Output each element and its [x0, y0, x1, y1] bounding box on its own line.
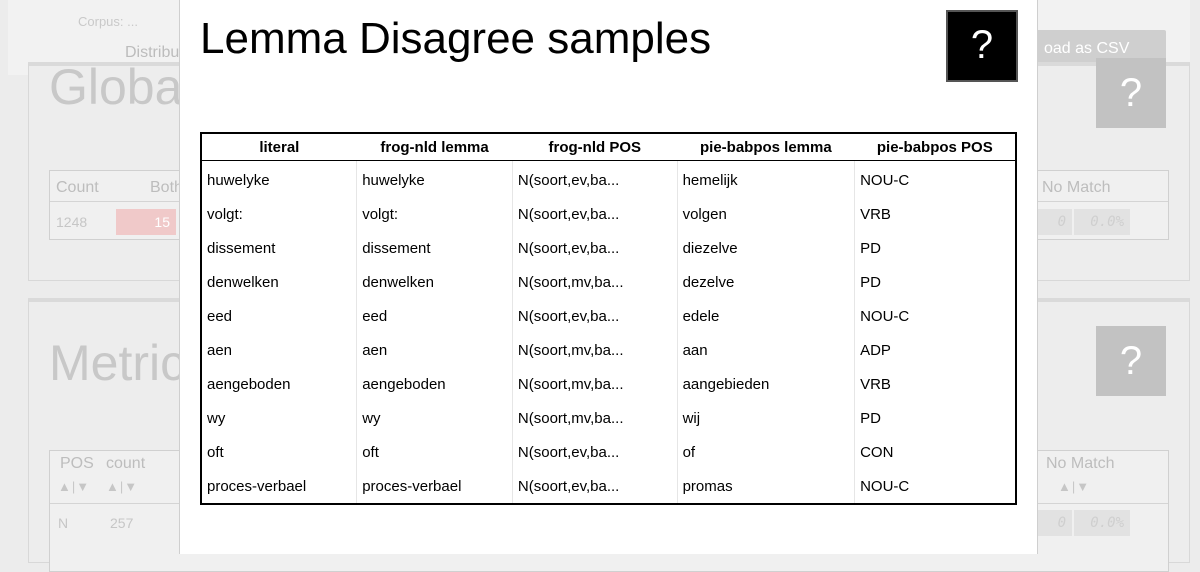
global-both-value: 15 [116, 209, 176, 235]
metric-help-button[interactable]: ? [1096, 326, 1166, 396]
frog-pos-cell: N(soort,mv,ba... [511, 367, 678, 401]
frog-pos-cell: N(soort,ev,ba... [511, 469, 678, 504]
pie-lemma-cell: promas [676, 469, 855, 504]
frog-pos-cell: N(soort,ev,ba... [511, 197, 678, 231]
column-header-no-match: No Match [1042, 179, 1111, 196]
pie-lemma-cell: volgen [676, 197, 855, 231]
frog-pos-cell: N(soort,mv,ba... [511, 265, 678, 299]
table-row: oft oft N(soort,ev,ba... of CON [201, 435, 1016, 469]
table-header-row: literal frog-nld lemma frog-nld POS pie-… [201, 133, 1016, 161]
metric-panel-title: Metric [49, 335, 186, 391]
pie-lemma-cell: hemelijk [676, 160, 855, 197]
global-help-button[interactable]: ? [1096, 58, 1166, 128]
literal-cell: aengeboden [207, 375, 291, 393]
frog-pos-cell: N(soort,mv,ba... [511, 333, 678, 367]
frog-pos-cell: N(soort,mv,ba... [511, 401, 678, 435]
table-row: aen aen N(soort,mv,ba... aan ADP [201, 333, 1016, 367]
frog-lemma-cell: wy [356, 401, 513, 435]
pie-pos-cell: PD [854, 265, 1016, 299]
global-no-match-pct: 0.0% [1074, 209, 1130, 235]
column-header-frog-lemma: frog-nld lemma [356, 133, 513, 161]
column-header-count: Count [56, 179, 99, 196]
column-header-both: Both [150, 179, 183, 196]
literal-cell: aen [207, 341, 233, 359]
pie-pos-cell: NOU-C [854, 469, 1016, 504]
frog-pos-cell: N(soort,ev,ba... [511, 299, 678, 333]
distribution-tab[interactable]: Distribut [125, 44, 184, 61]
pie-pos-cell: PD [854, 231, 1016, 265]
table-row: dissement dissement N(soort,ev,ba... diezel… [201, 231, 1016, 265]
samples-table: literal frog-nld lemma frog-nld POS pie-… [200, 132, 1017, 505]
pie-pos-cell: VRB [854, 367, 1016, 401]
sort-pos-icon[interactable]: ▲|▼ [58, 479, 91, 494]
help-button[interactable]: ? [946, 10, 1018, 82]
pie-lemma-cell: of [676, 435, 855, 469]
literal-cell: eed [207, 307, 233, 325]
column-header-pie-lemma: pie-babpos lemma [677, 133, 855, 161]
frog-lemma-cell: eed [356, 299, 513, 333]
pie-lemma-cell: diezelve [676, 231, 855, 265]
global-panel-title: Globa [49, 59, 183, 115]
metric-no-match-pct: 0.0% [1074, 510, 1130, 536]
table-row: volgt: volgt: N(soort,ev,ba... volgen VRB [201, 197, 1016, 231]
literal-cell: proces-verbael [207, 477, 307, 495]
pie-pos-cell: VRB [854, 197, 1016, 231]
pie-pos-cell: NOU-C [854, 299, 1016, 333]
column-header-pie-pos: pie-babpos POS [854, 133, 1016, 161]
frog-lemma-cell: oft [356, 435, 513, 469]
frog-lemma-cell: denwelken [356, 265, 513, 299]
global-no-match-count: 0 [1032, 209, 1072, 235]
column-header-frog-pos: frog-nld POS [512, 133, 678, 161]
literal-cell: denwelken [207, 273, 279, 291]
modal-title: Lemma Disagree samples [200, 14, 712, 63]
pie-lemma-cell: aan [676, 333, 855, 367]
frog-lemma-cell: aengeboden [356, 367, 513, 401]
pie-pos-cell: NOU-C [854, 160, 1016, 197]
pie-pos-cell: CON [854, 435, 1016, 469]
breadcrumb: Corpus: ... [78, 14, 138, 29]
table-row: denwelken denwelken N(soort,mv,ba... dezelv… [201, 265, 1016, 299]
table-row: aengeboden aengeboden N(soort,mv,ba... aang… [201, 367, 1016, 401]
pie-lemma-cell: aangebieden [676, 367, 855, 401]
literal-cell: oft [207, 443, 224, 461]
frog-pos-cell: N(soort,ev,ba... [511, 231, 678, 265]
column-header-literal: literal [201, 133, 357, 161]
frog-lemma-cell: volgt: [356, 197, 513, 231]
pie-pos-cell: PD [854, 401, 1016, 435]
literal-cell: huwelyke [207, 171, 270, 189]
frog-lemma-cell: aen [356, 333, 513, 367]
sort-count-icon[interactable]: ▲|▼ [106, 479, 139, 494]
global-count-value: 1248 [56, 214, 88, 230]
table-row: huwelyke huwelyke N(soort,ev,ba... hemelijk… [201, 160, 1016, 197]
pie-lemma-cell: dezelve [676, 265, 855, 299]
literal-cell: wy [207, 409, 226, 427]
metric-no-match-count: 0 [1032, 510, 1072, 536]
column-header-count[interactable]: count [106, 455, 146, 472]
pie-pos-cell: ADP [854, 333, 1016, 367]
sort-no-match-icon[interactable]: ▲|▼ [1058, 479, 1091, 494]
column-header-no-match[interactable]: No Match [1046, 455, 1115, 472]
metric-count-value: 257 [110, 515, 134, 531]
table-row: eed eed N(soort,ev,ba... edele NOU-C [201, 299, 1016, 333]
column-header-pos[interactable]: POS [60, 455, 94, 472]
metric-pos-value: N [58, 515, 69, 531]
frog-lemma-cell: huwelyke [356, 160, 513, 197]
frog-pos-cell: N(soort,ev,ba... [511, 160, 678, 197]
frog-lemma-cell: proces-verbael [356, 469, 513, 504]
frog-lemma-cell: dissement [356, 231, 513, 265]
pie-lemma-cell: edele [676, 299, 855, 333]
literal-cell: dissement [207, 239, 276, 257]
pie-lemma-cell: wij [676, 401, 855, 435]
frog-pos-cell: N(soort,ev,ba... [511, 435, 678, 469]
table-row: proces-verbael proces-verbael N(soort,ev,b… [201, 469, 1016, 504]
table-row: wy wy N(soort,mv,ba... wij PD [201, 401, 1016, 435]
literal-cell: volgt: [207, 205, 243, 223]
lemma-disagree-modal: Lemma Disagree samples ? literal frog-nl… [179, 0, 1038, 554]
